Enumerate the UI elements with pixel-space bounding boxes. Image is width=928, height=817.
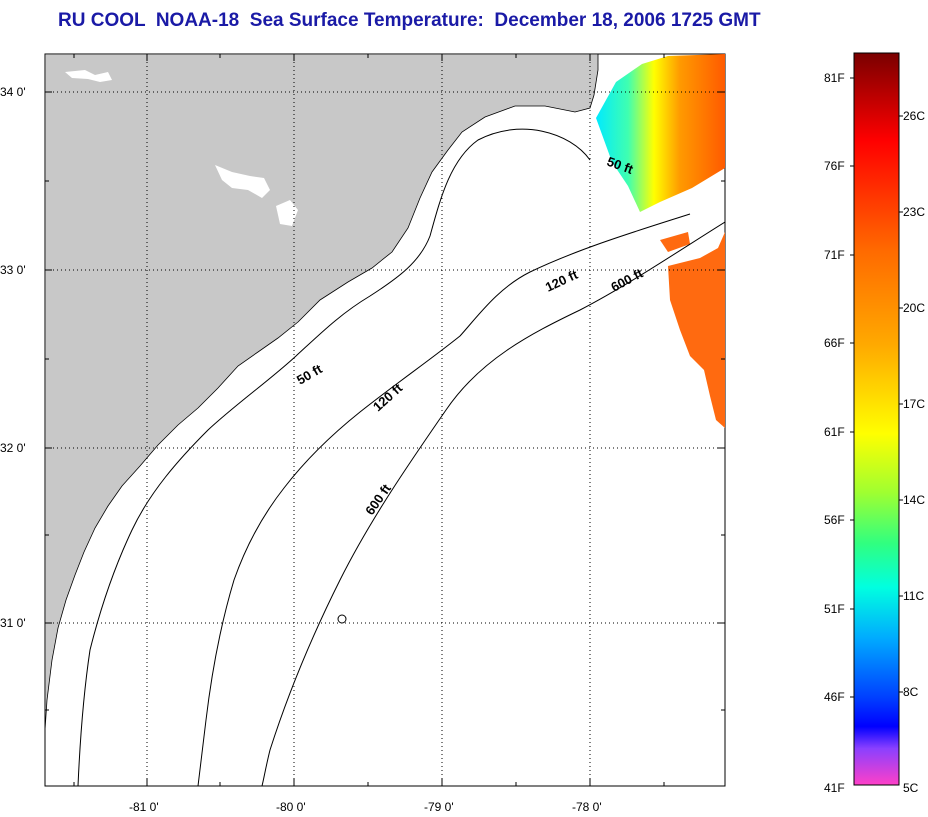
axis-ticks [45, 54, 725, 786]
colorbar-c-label: 5C [903, 781, 919, 795]
land-cloud-patch [65, 70, 112, 82]
colorbar-c-label: 11C [903, 589, 925, 603]
colorbar-c-label: 23C [903, 205, 926, 219]
lon-label: -80 0' [276, 800, 306, 814]
colorbar-f-label: 56F [824, 513, 845, 527]
lon-label: -78 0' [572, 800, 602, 814]
lat-label: 33 0' [0, 263, 26, 277]
colorbar-f-label: 81F [824, 71, 845, 85]
colorbar-f-label: 51F [824, 602, 845, 616]
land-mass [45, 54, 599, 786]
colorbar-f-label: 66F [824, 336, 845, 350]
sst-coverage-east [660, 232, 690, 252]
lon-label: -81 0' [129, 800, 159, 814]
contour-50ft [77, 128, 591, 786]
colorbar-c-label: 17C [903, 397, 926, 411]
lat-label: 31 0' [0, 616, 26, 630]
map-title: RU COOL NOAA-18 Sea Surface Temperature:… [58, 10, 761, 31]
colorbar-ticks [850, 77, 903, 698]
contour-120ft [197, 213, 691, 786]
colorbar-f-label: 61F [824, 425, 845, 439]
colorbar-c-label: 8C [903, 685, 919, 699]
lat-label: 32 0' [0, 441, 26, 455]
graticule [45, 54, 725, 786]
colorbar-f-label: 71F [824, 248, 845, 262]
sst-coverage-east [668, 232, 725, 428]
contour-600ft [261, 221, 725, 786]
sst-coverage-north [596, 54, 725, 212]
contour-600ft-island [337, 614, 347, 624]
lon-label: -79 0' [424, 800, 454, 814]
colorbar-f-label: 76F [824, 159, 845, 173]
colorbar-c-label: 14C [903, 493, 926, 507]
land-cloud-patch [276, 200, 298, 226]
colorbar-f-label: 41F [824, 781, 845, 795]
colorbar-f-label: 46F [824, 690, 845, 704]
land-cloud-patch [215, 165, 270, 198]
colorbar-c-label: 20C [903, 301, 926, 315]
lat-label: 34 0' [0, 85, 26, 99]
colorbar [853, 52, 900, 786]
colorbar-c-label: 26C [903, 109, 926, 123]
